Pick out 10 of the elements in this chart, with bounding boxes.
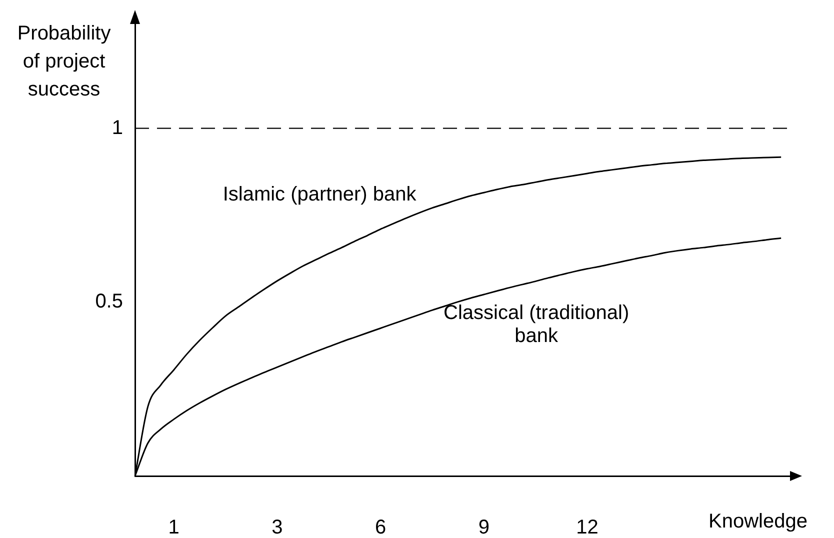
x-tick-label: 1: [168, 516, 180, 538]
series-label: Islamic (partner) bank: [222, 183, 418, 206]
x-tick-label: 3: [272, 516, 283, 538]
y-tick-label: 0.5: [95, 290, 123, 313]
x-axis-title: Knowledge: [708, 510, 808, 533]
y-axis-title: Probability of project success: [17, 22, 111, 101]
x-tick-label: 12: [576, 516, 598, 538]
x-tick-label: 9: [478, 516, 490, 538]
series-label: Classical (traditional) bank: [444, 302, 630, 348]
x-tick-label: 6: [374, 516, 386, 538]
